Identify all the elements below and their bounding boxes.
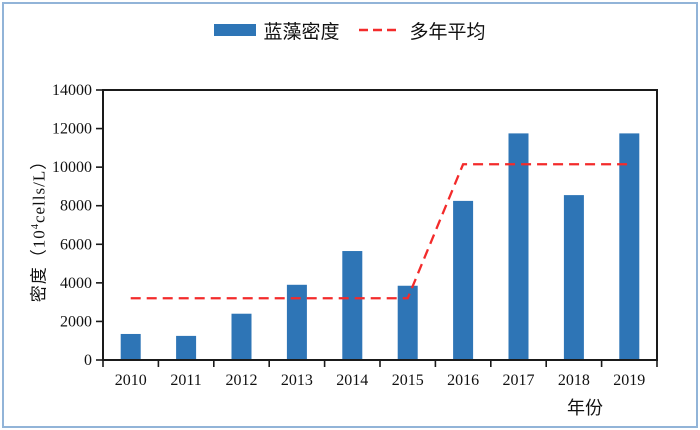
bar-2013	[286, 284, 307, 360]
legend-dash-icon	[358, 28, 401, 32]
bar-2015	[397, 285, 418, 360]
bar-2010	[120, 333, 141, 360]
bar-2012	[231, 313, 252, 360]
legend-line-label: 多年平均	[409, 21, 486, 43]
y-tick-label: 0	[84, 352, 92, 369]
bar-2011	[176, 335, 197, 360]
x-tick-label: 2019	[613, 372, 645, 389]
y-tick-label: 14000	[52, 82, 92, 99]
x-tick-label: 2018	[558, 372, 590, 389]
y-tick-label: 12000	[52, 121, 92, 138]
legend-bar-swatch-icon	[214, 24, 257, 36]
y-tick-label: 10000	[52, 159, 92, 176]
y-tick-label: 2000	[60, 313, 92, 330]
multi-year-average-line	[130, 163, 630, 300]
bar-2019	[619, 133, 640, 360]
x-tick-label: 2015	[392, 372, 424, 389]
bar-2016	[453, 200, 474, 360]
legend: 蓝藻密度 多年平均	[0, 17, 700, 43]
x-tick-label: 2010	[115, 372, 147, 389]
bar-2014	[342, 251, 363, 360]
x-tick-label: 2016	[447, 372, 479, 389]
x-axis-title: 年份	[567, 398, 603, 418]
y-tick-label: 4000	[60, 275, 92, 292]
legend-bar-label: 蓝藻密度	[263, 21, 340, 43]
plot-border	[102, 89, 658, 361]
bar-2017	[508, 133, 529, 360]
x-tick-label: 2011	[170, 372, 201, 389]
x-tick-label: 2012	[226, 372, 258, 389]
y-tick-label: 6000	[60, 236, 92, 253]
x-tick-label: 2013	[281, 372, 313, 389]
x-tick-label: 2017	[503, 372, 535, 389]
bar-2018	[563, 195, 584, 360]
x-tick-label: 2014	[336, 372, 368, 389]
y-tick-label: 8000	[60, 198, 92, 215]
